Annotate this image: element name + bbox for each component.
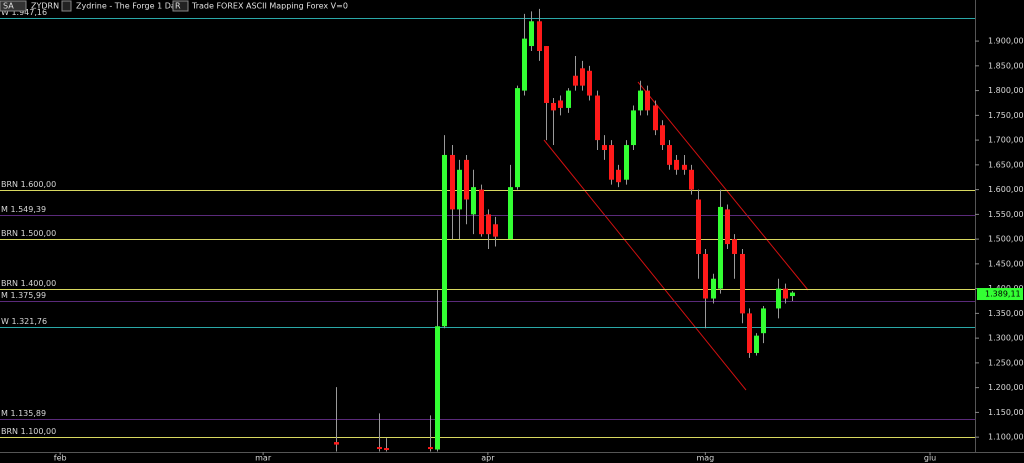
channel-lower (543, 139, 747, 391)
candle-body (587, 70, 592, 96)
level-label: BRN 1.500,00 (1, 229, 56, 238)
candle-body (573, 75, 578, 86)
candle-body (515, 88, 520, 188)
y-tick-label: 1.900,00 (988, 37, 1024, 46)
y-tick-label: 1.350,00 (988, 309, 1024, 318)
y-tick-label: 1.800,00 (988, 86, 1024, 95)
symbol: SA (3, 2, 14, 11)
candle-body (471, 187, 476, 215)
candle-body (544, 46, 549, 103)
y-tick-label: 1.100,00 (988, 433, 1024, 442)
candle-body (558, 100, 563, 108)
y-tick-label: 1.750,00 (988, 111, 1024, 120)
y-tick-label: 1.200,00 (988, 383, 1024, 392)
y-tick-label: 1.500,00 (988, 235, 1024, 244)
candle-body (747, 313, 752, 353)
candle-body (450, 154, 455, 210)
candle-body (703, 253, 708, 299)
last-price-label: 1.389,11 (985, 290, 1021, 299)
level-label: W 1.947,16 (1, 8, 47, 17)
candle-body (732, 239, 737, 254)
candle-body (479, 189, 484, 235)
mode-box[interactable] (172, 0, 189, 12)
candle-body (660, 125, 665, 146)
candle-body (783, 288, 788, 299)
candle-body (384, 448, 389, 451)
candle-body (674, 159, 679, 170)
candle-body (595, 95, 600, 141)
candle-body (696, 199, 701, 254)
candle-body (761, 308, 766, 334)
mode: R (175, 2, 181, 11)
channel-upper (637, 81, 809, 291)
candle-body (667, 145, 672, 165)
candle-body (631, 110, 636, 146)
symbol-box[interactable] (0, 0, 27, 12)
level-label: M 1.549,39 (1, 205, 46, 214)
candle-body (537, 21, 542, 51)
x-tick-label: apr (481, 454, 495, 463)
level-label: BRN 1.100,00 (1, 427, 56, 436)
y-tick-label: 1.300,00 (988, 334, 1024, 343)
candle-body (464, 159, 469, 200)
candle-body (609, 145, 614, 180)
dropdown[interactable] (61, 0, 72, 12)
level-label: W 1.321,76 (1, 317, 47, 326)
candle-body (776, 288, 781, 309)
y-tick-label: 1.550,00 (988, 210, 1024, 219)
candle-body (334, 442, 339, 445)
toolbar: SA ZYDRN Zydrine - The Forge 1 Day R Tra… (0, 0, 348, 12)
x-tick-label: mag (696, 454, 714, 463)
candle-body (435, 326, 440, 450)
candle-body (508, 187, 513, 240)
candle-body (754, 335, 759, 353)
level-label: BRN 1.600,00 (1, 180, 56, 189)
candle-body (638, 90, 643, 111)
info: Trade FOREX ASCII Mapping Forex V=0 (191, 2, 348, 11)
candle-body (653, 105, 658, 131)
x-tick-label: mar (255, 454, 272, 463)
candle-body (645, 90, 650, 111)
y-tick-label: 1.450,00 (988, 259, 1024, 268)
candle-body (566, 90, 571, 108)
level-label: M 1.135,89 (1, 409, 46, 418)
candle-body (457, 169, 462, 210)
instrument-name: Zydrine - The Forge 1 Day (76, 2, 181, 11)
candle-body (616, 169, 621, 183)
candle-body (624, 145, 629, 180)
candle-body (551, 102, 556, 111)
candle-body (740, 253, 745, 314)
level-label: BRN 1.400,00 (1, 279, 56, 288)
y-tick-label: 1.700,00 (988, 136, 1024, 145)
candle-body (682, 164, 687, 170)
y-tick-label: 1.250,00 (988, 358, 1024, 367)
y-tick-label: 1.600,00 (988, 185, 1024, 194)
level-label: M 1.375,99 (1, 291, 46, 300)
code: ZYDRN (31, 2, 59, 11)
x-tick-label: feb (54, 454, 67, 463)
x-tick-label: giu (924, 454, 936, 463)
candle-body (602, 145, 607, 151)
candle-body (428, 447, 433, 450)
candle-body (442, 154, 447, 327)
y-tick-label: 1.850,00 (988, 61, 1024, 70)
candle-body (529, 21, 534, 47)
candle-body (522, 38, 527, 91)
candle-body (689, 169, 694, 190)
candle-body (790, 292, 795, 297)
candle-body (377, 447, 382, 450)
y-tick-label: 1.650,00 (988, 160, 1024, 169)
candle-body (580, 68, 585, 86)
candle-body (493, 224, 498, 237)
candle-body (725, 209, 730, 245)
candle-body (711, 278, 716, 299)
last-price-badge (977, 288, 1023, 301)
candle-body (486, 214, 491, 235)
candle-body (718, 206, 723, 289)
y-tick-label: 1.150,00 (988, 408, 1024, 417)
